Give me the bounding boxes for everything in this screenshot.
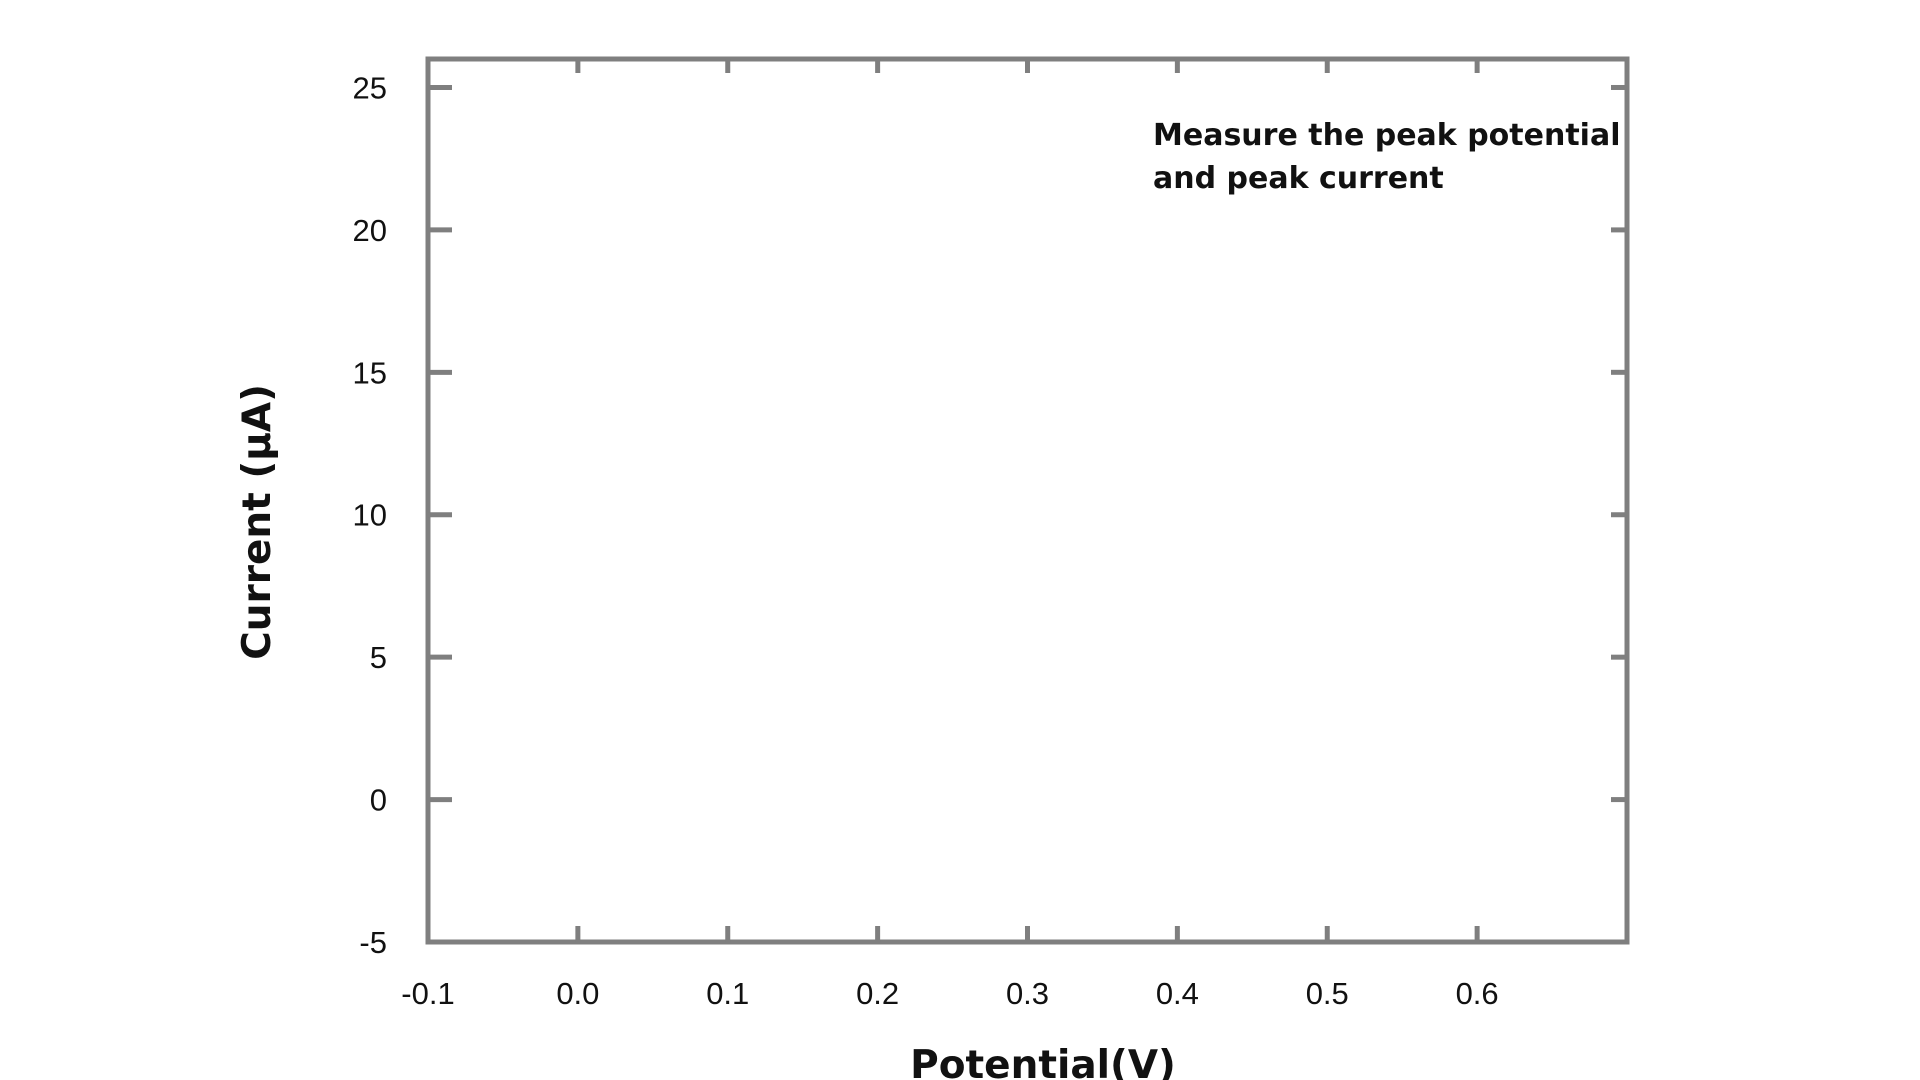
x-tick-label: -0.1 (401, 976, 454, 1011)
y-axis-tick-labels: -5 0 5 10 15 20 25 (353, 70, 387, 960)
x-tick-label: 0.5 (1306, 976, 1349, 1011)
x-axis-ticks (575, 59, 1480, 942)
y-tick-label: 25 (353, 70, 387, 105)
x-tick-label: 0.0 (556, 976, 599, 1011)
x-tick-label: 0.1 (706, 976, 749, 1011)
y-tick-label: 15 (353, 355, 387, 390)
y-tick-label: 0 (370, 783, 387, 818)
y-tick-label: 20 (353, 213, 387, 248)
annotation-line-2: and peak current (1153, 161, 1444, 196)
x-axis-title: Potential(V) (910, 1043, 1176, 1080)
y-tick-label: -5 (359, 925, 387, 960)
annotation-text: Measure the peak potential and peak curr… (1153, 118, 1631, 196)
x-tick-label: 0.6 (1456, 976, 1499, 1011)
plot-frame (425, 56, 1630, 945)
annotation-line-1: Measure the peak potential (1153, 118, 1620, 153)
x-tick-label: 0.2 (856, 976, 899, 1011)
y-tick-label: 5 (370, 640, 387, 675)
y-tick-label: 10 (353, 498, 387, 533)
x-axis-tick-labels: -0.1 0.0 0.1 0.2 0.3 0.4 0.5 0.6 (401, 976, 1498, 1011)
y-axis-ticks (428, 84, 1627, 803)
x-tick-label: 0.3 (1006, 976, 1049, 1011)
x-tick-label: 0.4 (1156, 976, 1199, 1011)
y-axis-title: Current (μA) (235, 384, 280, 660)
